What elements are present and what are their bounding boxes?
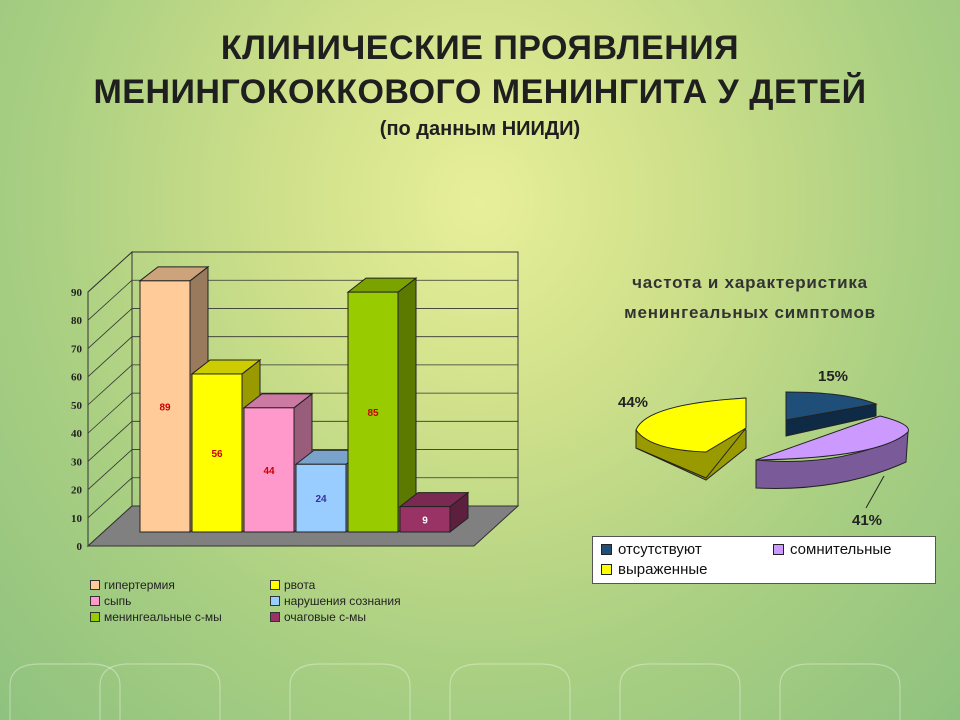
slide-title: КЛИНИЧЕСКИЕ ПРОЯВЛЕНИЯ МЕНИНГОКОККОВОГО … xyxy=(0,26,960,144)
title-line-3: (по данным НИИДИ) xyxy=(379,118,581,140)
legend-item-focal: очаговые с-мы xyxy=(270,610,366,624)
legend-label: сыпь xyxy=(104,594,132,608)
gridline-side xyxy=(87,477,133,519)
legend-label: сомнительные xyxy=(790,541,892,558)
bar-value-label: 44 xyxy=(263,466,275,477)
gridline-side xyxy=(87,336,133,377)
pie-slice-absent xyxy=(785,391,878,437)
legend-swatch xyxy=(601,544,612,555)
y-tick-label: 50 xyxy=(71,400,83,412)
gridline-side xyxy=(87,251,133,293)
bar xyxy=(139,280,191,533)
decorative-arches xyxy=(9,663,901,720)
pie-chart-title: частота и характеристика менингеальных с… xyxy=(580,268,920,328)
bar-value-label: 89 xyxy=(159,402,171,413)
legend-swatch xyxy=(270,596,280,606)
pie-slice-doubtful xyxy=(755,415,909,489)
bar xyxy=(399,506,451,533)
legend-swatch xyxy=(773,544,784,555)
legend-label: менингеальные с-мы xyxy=(104,610,222,624)
title-line-2: МЕНИНГОКОККОВОГО МЕНИНГИТА У ДЕТЕЙ xyxy=(93,73,867,111)
legend-swatch xyxy=(601,564,612,575)
pie-title-line-1: частота и характеристика xyxy=(632,273,868,292)
y-tick-label: 60 xyxy=(71,372,83,384)
legend-swatch xyxy=(90,596,100,606)
legend-item-hyperthermia: гипертермия xyxy=(90,578,175,592)
legend-swatch xyxy=(270,612,280,622)
pie-label-absent: 15% xyxy=(818,368,849,385)
bar-value-label: 9 xyxy=(422,515,428,526)
legend-label: отсутствуют xyxy=(618,541,702,558)
legend-item-rash: сыпь xyxy=(90,594,131,608)
bar xyxy=(243,407,295,533)
y-tick-label: 30 xyxy=(71,456,83,468)
bar-value-label: 85 xyxy=(367,408,379,419)
legend-item-vomiting: рвота xyxy=(270,578,315,592)
pie-label-expressed: 44% xyxy=(618,394,649,411)
legend-label: очаговые с-мы xyxy=(284,610,367,624)
gridline-side xyxy=(87,392,133,434)
legend-label: нарушения сознания xyxy=(284,594,401,608)
legend-swatch xyxy=(270,580,280,590)
legend-label: рвота xyxy=(284,578,316,592)
legend-label: гипертермия xyxy=(104,578,175,592)
y-tick-label: 70 xyxy=(71,343,83,355)
bar xyxy=(191,373,243,533)
legend-item-meningeal: менингеальные с-мы xyxy=(90,610,222,624)
pie-chart-legend: отсутствуют сомнительные выраженные xyxy=(592,536,936,584)
y-tick-label: 20 xyxy=(71,485,83,497)
bar-value-label: 56 xyxy=(211,449,223,460)
pie-title-line-2: менингеальных симптомов xyxy=(624,303,876,322)
bar-value-label: 24 xyxy=(315,494,327,505)
legend-item-expressed: выраженные xyxy=(601,561,708,578)
gridline-side xyxy=(87,308,133,349)
y-tick-label: 40 xyxy=(71,428,83,440)
gridline-side xyxy=(87,449,133,490)
gridline-side xyxy=(87,421,133,462)
gridline-side xyxy=(87,279,133,321)
pie-slice-expressed xyxy=(635,397,747,481)
y-tick-label: 0 xyxy=(77,541,83,553)
legend-item-consciousness: нарушения сознания xyxy=(270,594,401,608)
legend-swatch xyxy=(90,612,100,622)
pie-leader-line xyxy=(865,475,885,509)
legend-label: выраженные xyxy=(618,561,708,578)
bar xyxy=(347,291,399,533)
y-tick-label: 80 xyxy=(71,315,83,327)
pie-label-doubtful: 41% xyxy=(852,512,883,529)
legend-item-absent: отсутствуют xyxy=(601,541,702,558)
gridline-side xyxy=(87,364,133,406)
title-line-1: КЛИНИЧЕСКИЕ ПРОЯВЛЕНИЯ xyxy=(220,29,740,67)
legend-swatch xyxy=(90,580,100,590)
y-tick-label: 90 xyxy=(71,287,83,299)
bar xyxy=(295,463,347,533)
y-tick-label: 10 xyxy=(71,513,83,525)
legend-item-doubtful: сомнительные xyxy=(773,541,892,558)
